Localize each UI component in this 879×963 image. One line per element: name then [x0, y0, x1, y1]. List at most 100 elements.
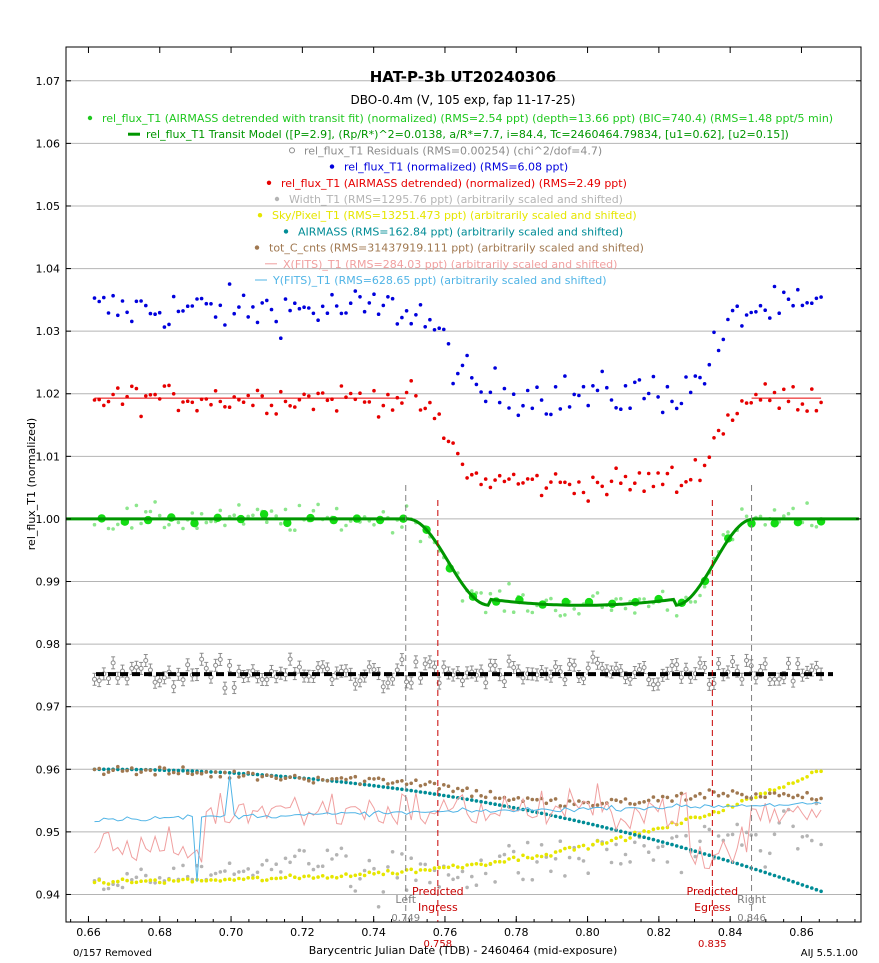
- residual-point: [264, 677, 270, 683]
- data-point: [674, 794, 679, 798]
- plot-area: [66, 282, 859, 922]
- data-point: [591, 475, 595, 480]
- data-point: [553, 385, 558, 389]
- data-point: [171, 294, 176, 299]
- x-tick-label: 0.76: [433, 926, 458, 939]
- residual-point: [115, 675, 121, 681]
- data-point: [334, 506, 339, 511]
- data-point: [376, 870, 381, 875]
- data-point: [167, 877, 171, 882]
- data-point: [423, 868, 428, 872]
- data-point: [786, 399, 791, 404]
- data-point: [633, 833, 637, 837]
- data-point: [456, 875, 460, 880]
- y-tick-label: 1.06: [36, 137, 61, 150]
- data-point: [595, 591, 600, 595]
- data-point: [535, 860, 539, 864]
- data-point: [553, 814, 558, 819]
- data-point: [451, 441, 455, 445]
- residual-point: [441, 664, 447, 670]
- data-point: [302, 392, 306, 397]
- data-point: [316, 864, 320, 869]
- data-point: [474, 883, 479, 887]
- data-point: [572, 392, 576, 397]
- data-point: [623, 830, 628, 835]
- data-point: [563, 816, 567, 821]
- data-point: [320, 778, 325, 782]
- data-point: [553, 608, 558, 613]
- data-point: [144, 394, 148, 398]
- data-point: [157, 768, 162, 772]
- data-point: [265, 878, 269, 882]
- data-point: [134, 875, 139, 880]
- y-tick-label: 0.98: [36, 638, 61, 651]
- data-point: [153, 772, 157, 777]
- data-point: [684, 480, 688, 484]
- residual-point: [795, 661, 801, 667]
- data-point: [414, 313, 418, 317]
- legend-entry: Width_T1 (RMS=1295.76 ppt) (arbitrarily …: [289, 193, 623, 206]
- data-point: [619, 835, 623, 839]
- data-point: [367, 858, 372, 863]
- residual-point: [432, 664, 438, 670]
- data-point: [660, 410, 665, 415]
- data-point: [251, 873, 255, 878]
- data-point: [730, 418, 735, 423]
- data-point: [586, 821, 590, 826]
- data-point: [348, 884, 353, 889]
- data-point: [218, 774, 223, 779]
- data-point: [260, 394, 265, 398]
- data-point: [651, 374, 656, 379]
- data-point: [726, 413, 730, 417]
- data-point: [770, 519, 779, 528]
- data-point: [619, 596, 623, 601]
- data-point: [483, 399, 488, 404]
- data-point: [339, 874, 344, 879]
- data-point: [171, 866, 176, 871]
- data-point: [446, 794, 451, 798]
- data-point: [437, 787, 442, 791]
- data-point: [507, 581, 511, 586]
- data-point: [558, 407, 563, 411]
- data-point: [702, 852, 707, 856]
- data-point: [409, 781, 414, 786]
- data-point: [497, 859, 502, 864]
- residual-point: [585, 665, 591, 671]
- data-point: [283, 776, 288, 780]
- data-point: [157, 876, 162, 880]
- data-point: [348, 874, 353, 879]
- data-point: [628, 836, 632, 840]
- data-point: [665, 841, 670, 846]
- data-point: [465, 786, 469, 790]
- data-point: [800, 795, 805, 800]
- data-point: [288, 873, 292, 877]
- data-point: [754, 832, 758, 837]
- data-point: [791, 824, 795, 829]
- data-point: [409, 867, 414, 872]
- series-rel-flux-t1-normalized-: [92, 282, 823, 418]
- data-point: [791, 506, 795, 511]
- data-point: [609, 608, 614, 612]
- data-point: [362, 779, 367, 784]
- data-point: [735, 822, 739, 827]
- residual-point: [357, 678, 363, 684]
- y-tick-label: 1.03: [36, 325, 61, 338]
- y-tick-label: 0.95: [36, 826, 61, 839]
- data-point: [772, 508, 777, 512]
- data-point: [502, 852, 507, 857]
- data-point: [521, 853, 525, 858]
- data-point: [279, 870, 283, 874]
- data-point: [418, 784, 423, 788]
- data-point: [558, 804, 563, 808]
- data-point: [800, 777, 805, 781]
- data-point: [157, 765, 162, 770]
- data-point: [614, 798, 618, 802]
- data-point: [747, 519, 756, 528]
- data-point: [679, 791, 684, 796]
- data-point: [544, 855, 549, 859]
- data-point: [320, 391, 325, 395]
- data-point: [768, 851, 772, 856]
- data-point: [102, 295, 106, 300]
- data-point: [712, 790, 716, 794]
- data-point: [381, 303, 386, 308]
